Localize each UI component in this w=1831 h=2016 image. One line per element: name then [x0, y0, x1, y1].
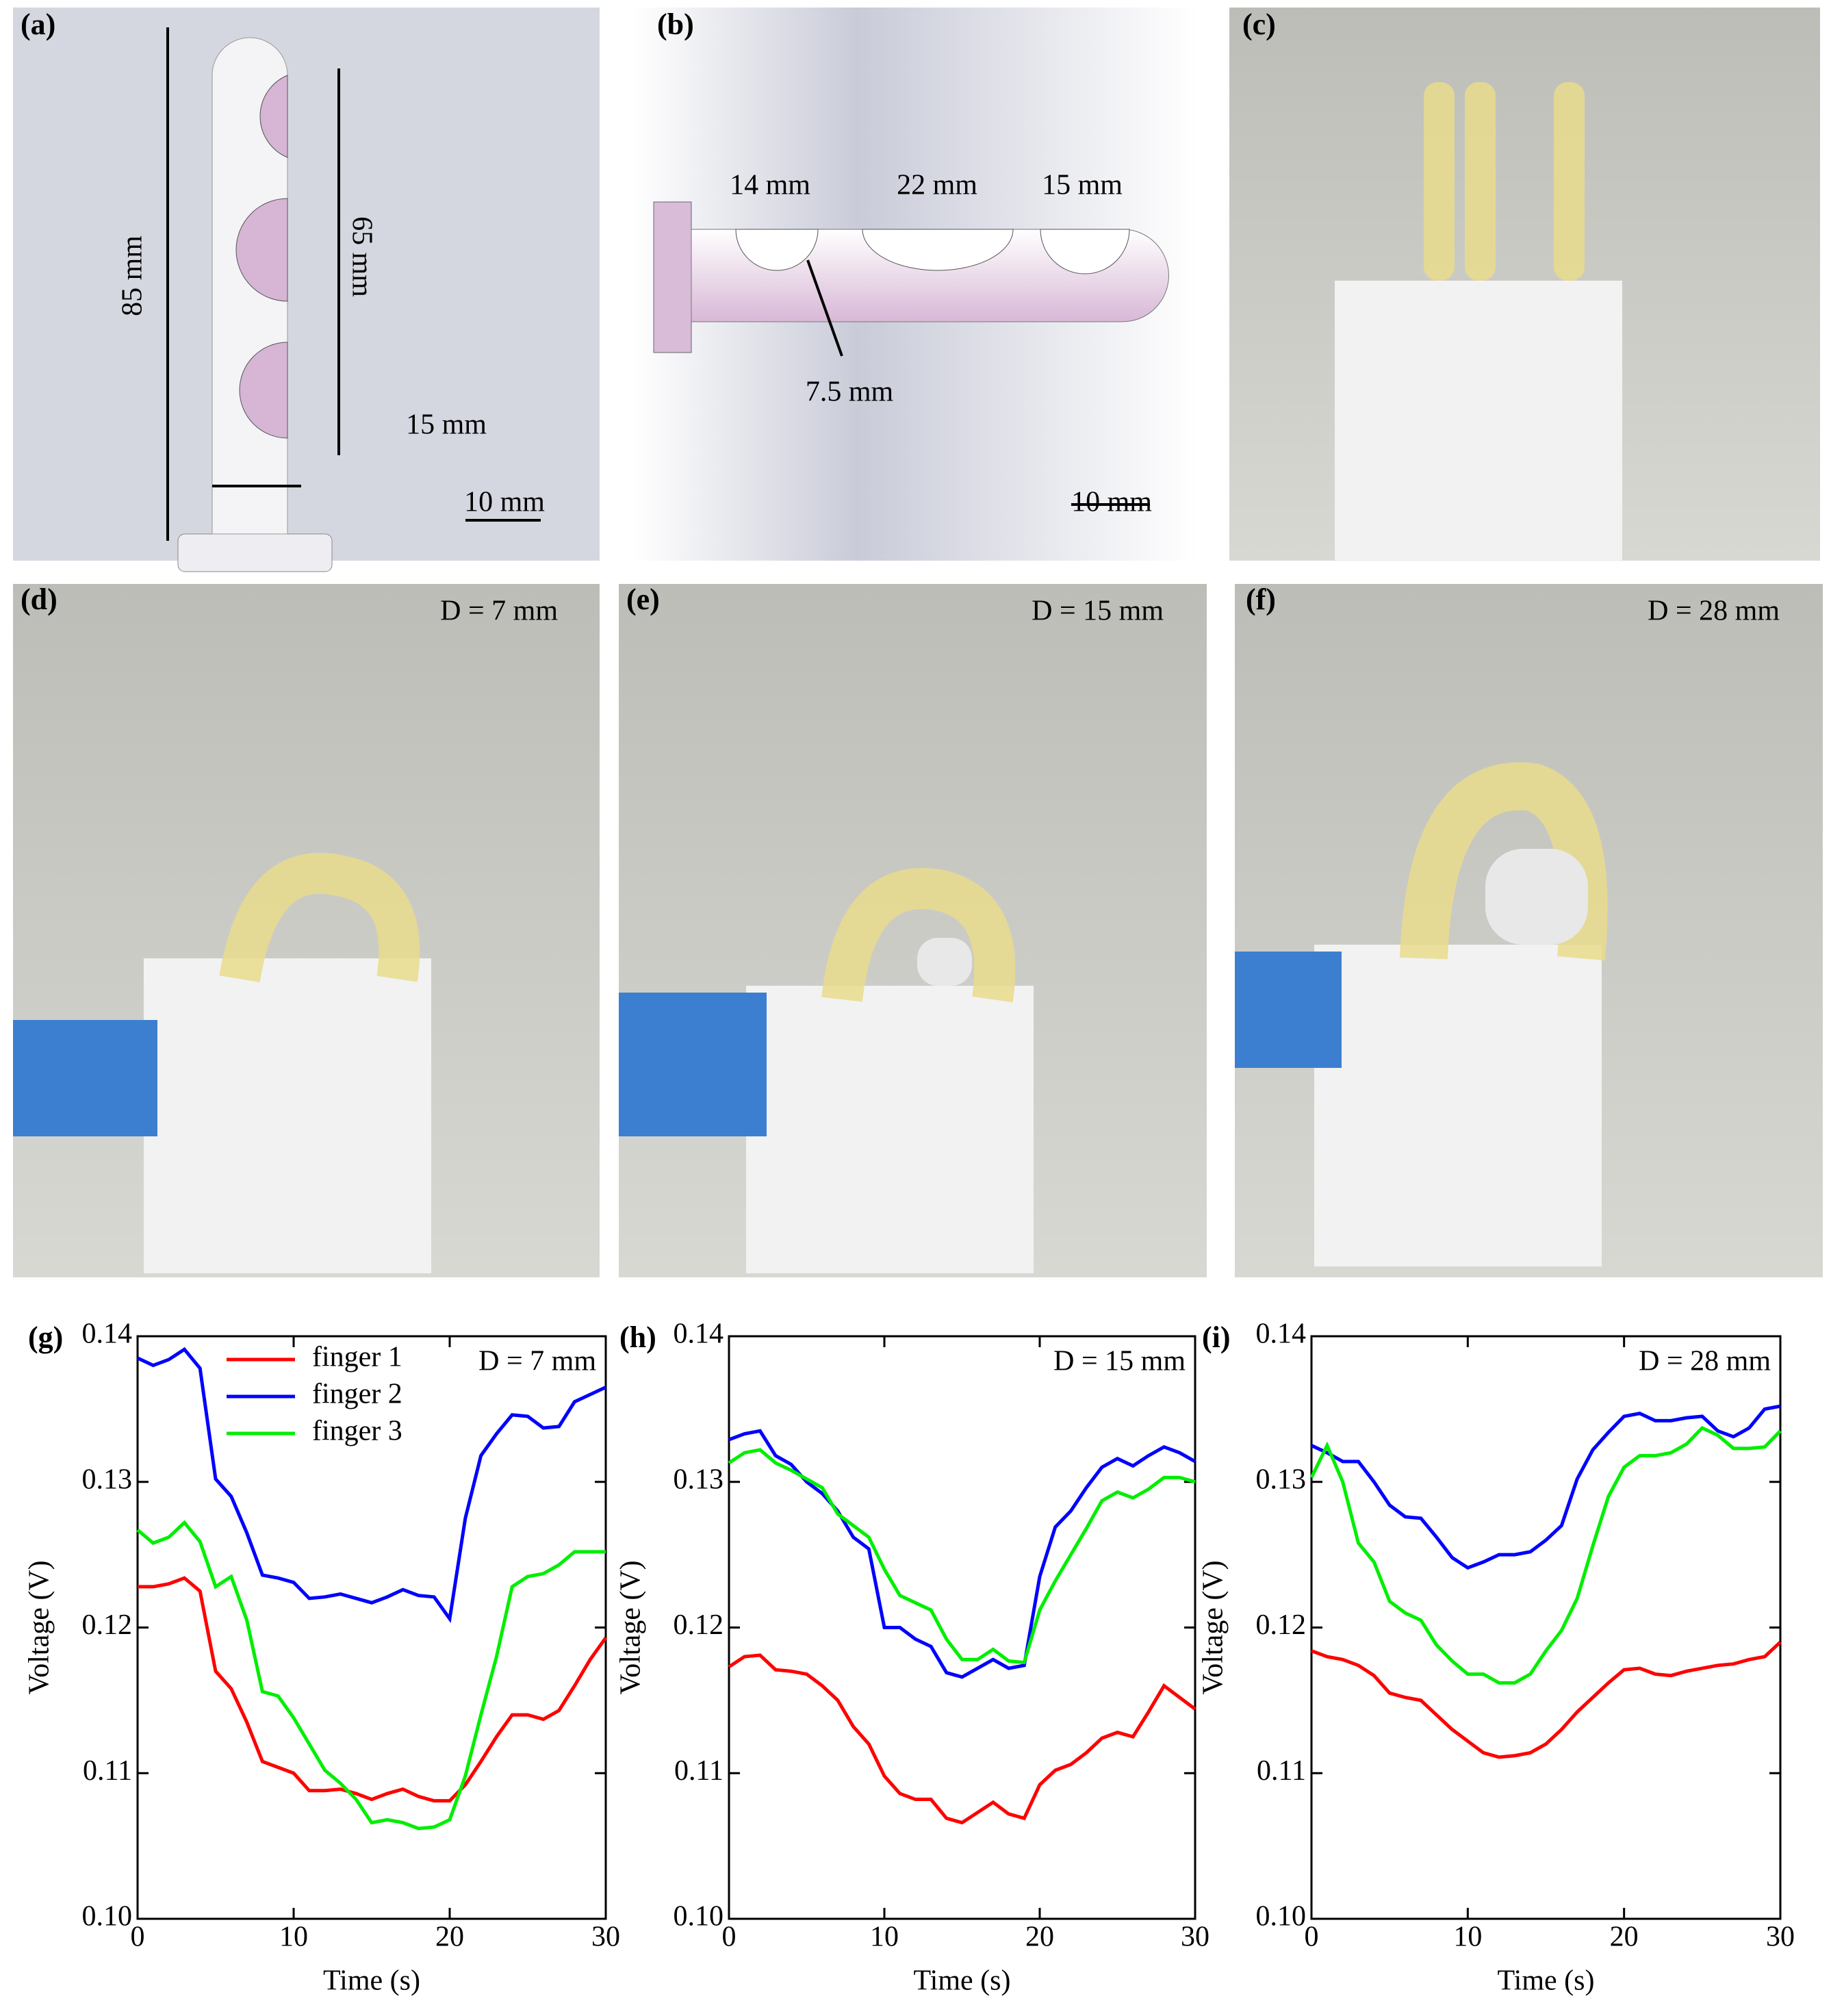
- y-tick-label: 0.13: [1256, 1464, 1307, 1495]
- legend-label: finger 3: [312, 1416, 402, 1447]
- y-tick-label: 0.13: [674, 1464, 724, 1495]
- y-tick-label: 0.12: [674, 1609, 724, 1641]
- dimension-label: 65 mm: [346, 216, 377, 297]
- y-tick-label: 0.10: [674, 1901, 724, 1932]
- y-axis-label: Voltage (V): [24, 1560, 55, 1694]
- x-tick-label: 10: [279, 1922, 308, 1953]
- dimension-label: 85 mm: [117, 235, 149, 316]
- panel-b-drawing: [632, 8, 1196, 561]
- x-tick-label: 20: [1025, 1922, 1054, 1953]
- plot-frame: [728, 1335, 1196, 1920]
- dimension-label: 10 mm: [464, 487, 545, 518]
- data-line: [1310, 1404, 1781, 1570]
- panel-label: (a): [21, 8, 55, 41]
- panel-caption: D = 28 mm: [1648, 596, 1780, 627]
- x-tick-label: 20: [1610, 1922, 1639, 1953]
- dimension-label: 22 mm: [897, 170, 977, 201]
- panel-label: (g): [28, 1320, 63, 1354]
- annotation: D = 28 mm: [1639, 1346, 1771, 1377]
- panel-label: (c): [1242, 8, 1276, 41]
- y-axis-label: Voltage (V): [1198, 1560, 1229, 1694]
- panel-a-drawing: [13, 8, 600, 572]
- data-line: [728, 1429, 1196, 1679]
- annotation: D = 7 mm: [478, 1346, 596, 1377]
- y-tick-label: 0.11: [1257, 1755, 1306, 1787]
- data-line: [136, 1347, 607, 1624]
- x-tick-label: 30: [591, 1922, 620, 1953]
- data-line: [728, 1448, 1196, 1665]
- dimension-label: 10 mm: [1071, 487, 1152, 518]
- dimension-label: 14 mm: [730, 170, 810, 201]
- x-axis-label: Time (s): [914, 1965, 1011, 1997]
- annotation: D = 15 mm: [1053, 1346, 1186, 1377]
- panel-label: (i): [1202, 1320, 1231, 1354]
- y-tick-label: 0.10: [82, 1901, 133, 1932]
- dimension-label: 7.5 mm: [806, 377, 894, 408]
- y-tick-label: 0.14: [674, 1318, 724, 1350]
- data-line: [138, 1576, 608, 1803]
- y-tick-label: 0.12: [82, 1609, 133, 1641]
- legend-label: finger 1: [312, 1342, 402, 1373]
- x-tick-label: 20: [435, 1922, 464, 1953]
- x-axis-label: Time (s): [1498, 1965, 1595, 1997]
- dimension-label: 15 mm: [1042, 170, 1123, 201]
- x-tick-label: 30: [1766, 1922, 1795, 1953]
- panel-label: (b): [657, 8, 694, 41]
- legend-label: finger 2: [312, 1379, 402, 1410]
- x-tick-label: 10: [1453, 1922, 1482, 1953]
- y-tick-label: 0.13: [82, 1464, 133, 1495]
- data-line: [728, 1653, 1196, 1825]
- x-tick-label: 30: [1181, 1922, 1209, 1953]
- y-tick-label: 0.11: [674, 1755, 724, 1787]
- x-tick-label: 10: [870, 1922, 899, 1953]
- x-tick-label: 0: [722, 1922, 737, 1953]
- panel-label: (d): [21, 583, 57, 616]
- y-tick-label: 0.14: [82, 1318, 133, 1350]
- panel-label: (f): [1246, 583, 1276, 616]
- y-tick-label: 0.11: [83, 1755, 132, 1787]
- panel-caption: D = 7 mm: [440, 596, 558, 627]
- data-line: [1311, 1640, 1782, 1759]
- panel-caption: D = 15 mm: [1032, 596, 1164, 627]
- panel-label: (e): [626, 583, 660, 616]
- dimension-label: 15 mm: [406, 409, 487, 441]
- data-line: [136, 1520, 606, 1830]
- y-tick-label: 0.12: [1256, 1609, 1307, 1641]
- y-tick-label: 0.10: [1256, 1901, 1307, 1932]
- x-axis-label: Time (s): [323, 1965, 420, 1997]
- panel-label: (h): [619, 1320, 656, 1354]
- x-tick-label: 0: [1305, 1922, 1319, 1953]
- y-tick-label: 0.14: [1256, 1318, 1307, 1350]
- photo-panels: [13, 8, 1823, 1277]
- y-axis-label: Voltage (V): [615, 1560, 647, 1694]
- data-line: [1309, 1426, 1782, 1685]
- x-tick-label: 0: [131, 1922, 145, 1953]
